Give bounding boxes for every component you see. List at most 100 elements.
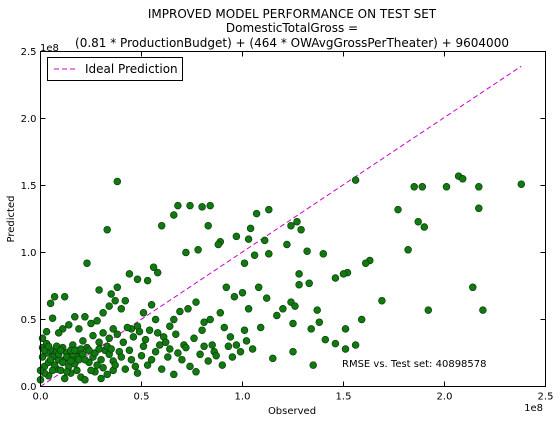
data-point [251, 252, 258, 259]
data-point [310, 362, 317, 369]
data-point [227, 334, 234, 341]
data-point [175, 350, 182, 357]
data-point [209, 342, 216, 349]
data-point [154, 330, 161, 337]
data-point [156, 342, 163, 349]
data-point [219, 362, 226, 369]
data-point [118, 354, 125, 361]
data-point [158, 366, 165, 373]
data-point [395, 206, 402, 213]
data-point [120, 339, 127, 346]
data-point [306, 280, 313, 287]
data-point [65, 322, 72, 329]
data-point [80, 338, 87, 345]
data-point [217, 309, 224, 316]
data-point [290, 348, 297, 355]
data-point [265, 206, 272, 213]
plot-area [37, 66, 525, 386]
data-point [45, 343, 52, 350]
data-point [96, 339, 103, 346]
data-point [61, 293, 68, 300]
x-tick-label: 2.5 [538, 392, 554, 403]
data-point [314, 307, 321, 314]
data-point [130, 334, 137, 341]
data-point [136, 328, 143, 335]
data-point [332, 340, 339, 347]
data-point [205, 222, 212, 229]
data-point [257, 324, 264, 331]
data-point [284, 241, 291, 248]
data-point [100, 364, 107, 371]
data-point [122, 366, 129, 373]
data-point [245, 305, 252, 312]
data-point [124, 324, 131, 331]
data-point [166, 346, 173, 353]
data-point [106, 335, 113, 342]
data-point [96, 287, 103, 294]
data-point [183, 249, 190, 256]
y-tick-label: 0.0 [21, 382, 37, 393]
data-point [183, 344, 190, 351]
x-tick-label: 0.0 [33, 392, 49, 403]
data-point [187, 363, 194, 370]
data-point [51, 293, 58, 300]
data-point [243, 338, 250, 345]
data-point [152, 348, 159, 355]
data-point [322, 336, 329, 343]
data-point [191, 335, 198, 342]
data-point [158, 222, 165, 229]
y-axis-label: Predicted [6, 196, 17, 243]
data-point [239, 289, 246, 296]
data-point [201, 319, 208, 326]
data-point [475, 205, 482, 212]
data-point [342, 346, 349, 353]
data-point [316, 319, 323, 326]
y-tick-label: 1.0 [21, 248, 37, 259]
data-point [197, 351, 204, 358]
x-scale-label: 1e8 [524, 403, 543, 414]
data-point [304, 248, 311, 255]
data-point [170, 371, 177, 378]
x-tick-label: 2.0 [437, 392, 453, 403]
chart-title: IMPROVED MODEL PERFORMANCE ON TEST SET D… [75, 7, 509, 50]
x-tick-label: 0.5 [134, 392, 150, 403]
data-point [362, 260, 369, 267]
data-point [199, 327, 206, 334]
data-point [233, 342, 240, 349]
data-point [152, 316, 159, 323]
data-point [146, 327, 153, 334]
data-point [292, 303, 299, 310]
data-point [290, 320, 297, 327]
data-point [82, 376, 89, 383]
data-point [84, 260, 91, 267]
legend: Ideal Prediction [48, 58, 183, 81]
data-point [205, 358, 212, 365]
data-point [88, 367, 95, 374]
data-point [241, 260, 248, 267]
data-point [88, 320, 95, 327]
data-point [90, 332, 97, 339]
data-point [475, 183, 482, 190]
data-point [148, 301, 155, 308]
data-point [104, 371, 111, 378]
data-point [245, 236, 252, 243]
data-point [480, 307, 487, 314]
y-tick-label: 2.0 [21, 114, 37, 125]
data-point [255, 284, 262, 291]
data-point [166, 323, 173, 330]
data-point [379, 297, 386, 304]
data-point [170, 316, 177, 323]
data-point [195, 246, 202, 253]
data-point [249, 346, 256, 353]
data-point [340, 271, 347, 278]
data-point [172, 331, 179, 338]
title-line-1: IMPROVED MODEL PERFORMANCE ON TEST SET [148, 7, 437, 21]
title-line-3: (0.81 * ProductionBudget) + (464 * OWAvg… [75, 36, 509, 50]
data-point [320, 250, 327, 257]
data-point [261, 237, 268, 244]
data-point [223, 284, 230, 291]
data-point [288, 222, 295, 229]
data-point [132, 363, 139, 370]
data-point [280, 305, 287, 312]
data-point [298, 226, 305, 233]
